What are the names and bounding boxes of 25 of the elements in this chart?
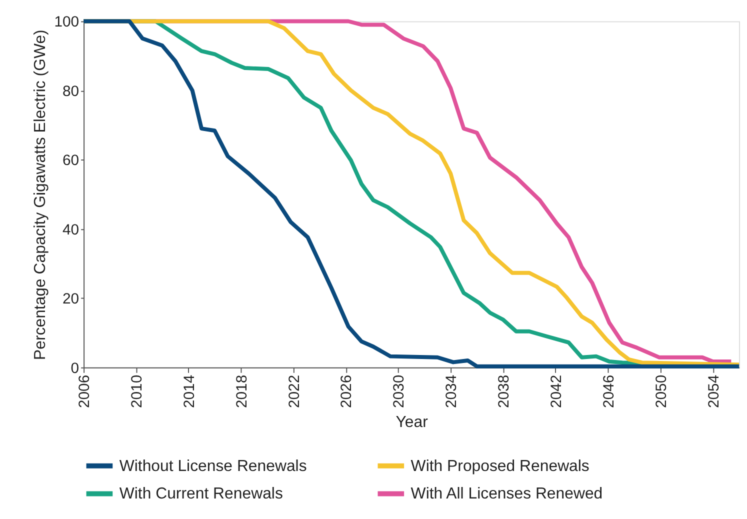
x-tick-label: 2026 xyxy=(338,374,356,408)
x-axis-title: Year xyxy=(396,414,429,431)
x-tick-label: 2034 xyxy=(443,374,460,408)
x-tick-label: 2022 xyxy=(286,374,303,408)
x-tick-label: 2018 xyxy=(233,374,250,408)
x-tick-label: 2054 xyxy=(705,374,722,408)
y-tick-label: 20 xyxy=(62,290,80,308)
y-tick-label: 60 xyxy=(62,152,80,170)
x-tick-label: 2038 xyxy=(496,374,513,408)
y-tick-label: 40 xyxy=(62,221,80,238)
x-tick-label: 2006 xyxy=(76,374,94,408)
x-tick-label: 2042 xyxy=(548,374,565,408)
x-tick-label: 2046 xyxy=(600,374,618,408)
y-axis-title: Percentage Capacity Gigawatts Electric (GWe) xyxy=(32,30,50,360)
y-tick-label: 100 xyxy=(54,14,80,31)
x-tick-label: 2030 xyxy=(390,374,408,408)
legend-label: Without License Renewals xyxy=(119,458,307,475)
x-tick-label: 2050 xyxy=(652,374,670,408)
legend-label: With Current Renewals xyxy=(119,486,283,503)
legend-label: With All Licenses Renewed xyxy=(410,486,603,503)
x-tick-label: 2010 xyxy=(128,374,146,408)
x-tick-label: 2014 xyxy=(180,374,198,408)
y-tick-label: 80 xyxy=(62,82,80,100)
legend-label: With Proposed Renewals xyxy=(410,458,590,475)
y-tick-label: 0 xyxy=(70,360,80,377)
